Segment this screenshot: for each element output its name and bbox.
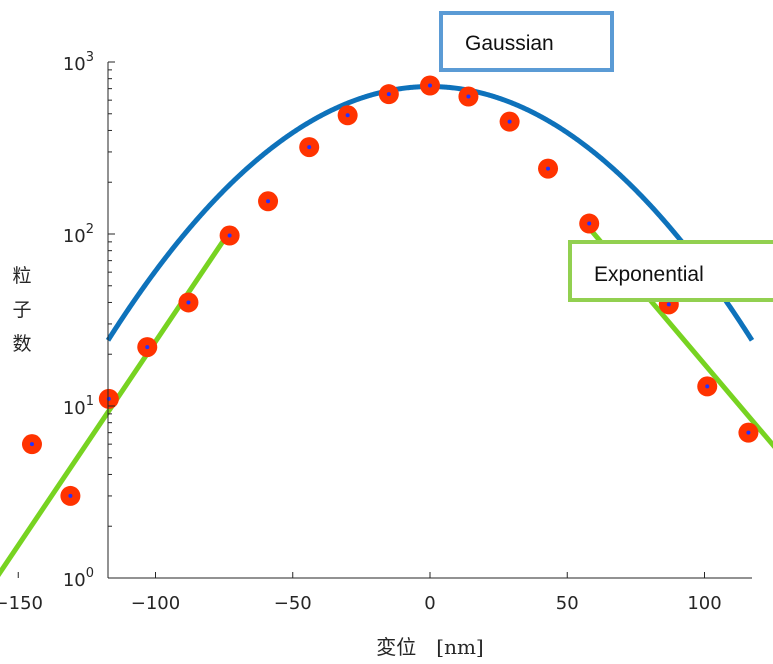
data-point [60,485,81,506]
data-point-center [746,430,751,435]
data-point-center [145,345,150,350]
data-point-center [386,92,391,97]
gaussian-label: Gaussian [439,11,614,72]
x-tick-label: 0 [424,593,435,614]
fit-curves [0,84,773,577]
y-tick-label: 100 [63,566,94,591]
y-axis-label-char: 粒 [12,265,31,287]
data-point-center [186,300,191,305]
data-point-center [29,442,34,447]
x-tick-label: −50 [274,593,312,614]
data-point [420,75,440,96]
y-tick-label: 103 [63,50,94,75]
y-tick-label: 101 [63,394,94,419]
y-axis-label-char: 数 [12,333,31,355]
data-point-center [68,493,73,498]
y-axis-label: 粒子数 [12,265,31,355]
exponential-label-text: Exponential [594,263,704,286]
y-axis-label-char: 子 [12,299,31,321]
gaussian-label-box [439,11,614,72]
data-point [579,213,600,234]
y-tick-label: 102 [63,222,94,247]
data-point-center [227,233,232,238]
x-tick-label: 50 [556,593,579,614]
data-point [499,111,520,132]
data-point [219,225,240,246]
x-tick-label: −150 [0,593,43,614]
data-point [21,434,42,455]
data-point [178,292,199,313]
x-ticks: −200−150−100−50050100150200 [0,572,722,614]
data-point [337,105,358,126]
data-points [21,75,759,506]
data-point [538,158,559,179]
data-point [697,376,718,397]
data-point-center [507,119,512,124]
gaussian-label-text: Gaussian [465,32,554,55]
data-point-center [307,145,312,150]
data-point [458,86,479,107]
data-point-center [106,396,111,401]
axes [107,62,752,579]
y-ticks: 100 101 102 103 [63,50,115,591]
data-point-center [266,199,271,204]
x-tick-label: −100 [131,593,180,614]
data-point-center [466,94,471,99]
data-point-center [587,221,592,226]
data-point [137,337,158,358]
data-point [738,422,759,443]
exponential-label: Exponential [568,240,773,302]
data-point-center [705,384,710,389]
data-point-center [546,166,551,171]
data-point-center [345,113,350,118]
x-tick-label: 100 [687,593,721,614]
exponential-label-box [568,240,773,302]
gaussian-fit-curve [105,84,755,342]
data-point-center [666,302,671,307]
data-point [258,191,279,212]
data-point [299,137,320,158]
data-point-center [428,83,432,88]
x-axis-label: 変位 [nm] [376,635,483,659]
data-point [378,84,399,105]
